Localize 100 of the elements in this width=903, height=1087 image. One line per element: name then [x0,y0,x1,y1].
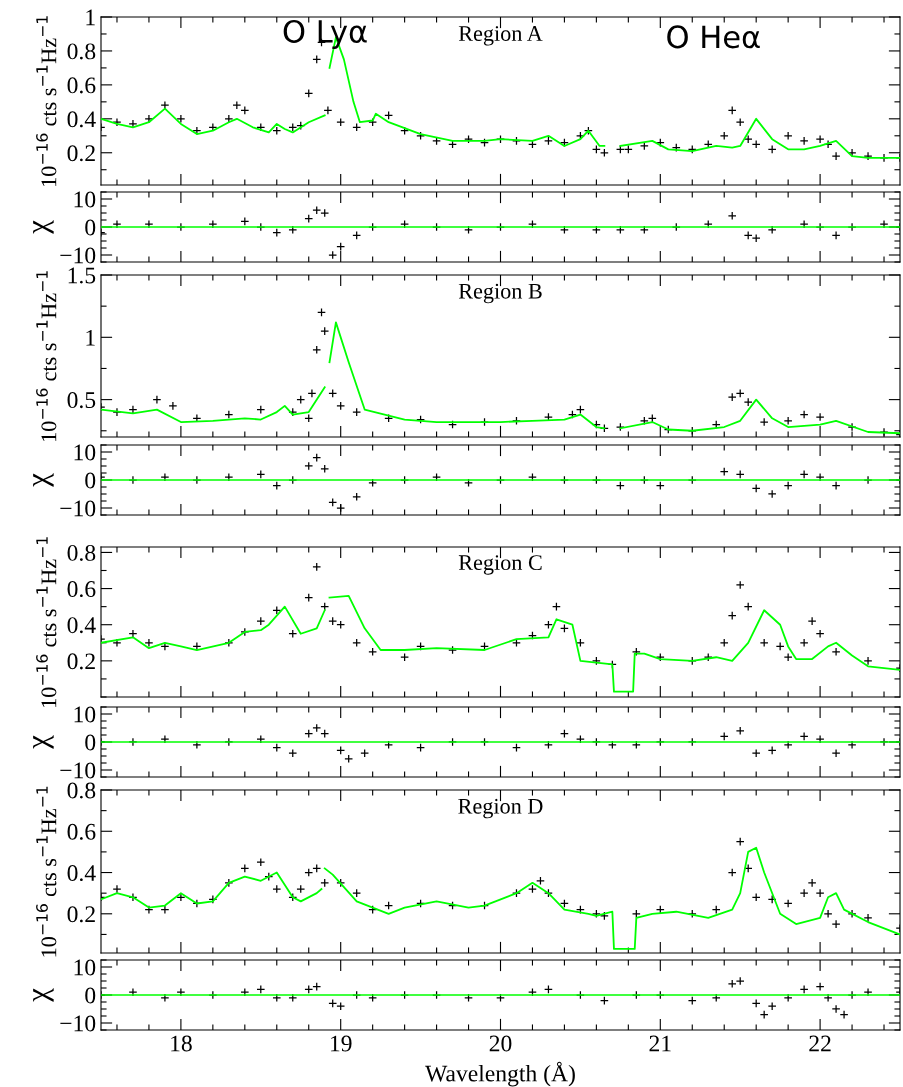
x-tick-label: 20 [489,1035,512,1052]
point [831,748,841,758]
point [160,993,170,1003]
chart-title: Region B [458,283,542,304]
point [831,230,841,240]
point [735,976,745,986]
annotation: O Lyα [283,19,367,49]
point [160,100,170,110]
y-tick-label: 0 [85,219,96,236]
y-axis-title: χ [33,988,54,1002]
y-tick-label: 0.4 [67,617,96,634]
point [160,472,170,482]
x-axis-title: Wavelength (Å) [425,1061,575,1087]
y-tick-label: 0.8 [67,782,96,799]
y-tick-label: 0.6 [67,77,96,94]
point [144,638,154,648]
y-tick-label: 10 [74,191,96,208]
point [831,481,841,491]
annotation: O Heα [667,25,760,49]
point [192,641,202,651]
x-tick-label: 22 [809,1035,831,1052]
point [160,734,170,744]
x-tick-label: 18 [171,1035,192,1052]
y-tick-label: 1.5 [68,267,96,284]
point [128,987,138,997]
y-tick-label: −10 [60,247,96,264]
y-tick-label: 10 [74,706,96,723]
point [799,638,809,648]
chart-title: Region A [458,26,543,46]
point [528,884,537,894]
point [839,1010,849,1020]
y-tick-label: 0.4 [67,111,96,128]
point [320,208,330,218]
point [759,417,769,427]
point [328,250,338,260]
point [336,503,346,513]
point [823,993,833,1003]
point [831,647,841,657]
point [112,638,122,648]
y-tick-label: −10 [60,500,96,517]
y-tick-label: 0.4 [67,865,96,882]
point [831,151,841,161]
point [799,219,809,229]
y-axis-title: 10$^{−16}$ cts s$^{−1}$Hz$^{−1}$ [36,537,57,707]
point [815,412,825,422]
point [192,126,202,136]
point [831,1004,841,1014]
y-axis-title: χ [33,473,54,487]
point [863,151,873,161]
point [847,740,857,750]
point [176,987,186,997]
point [823,909,833,919]
y-tick-label: 0.5 [67,392,96,409]
point [799,136,809,146]
point [799,469,809,479]
y-tick-label: 1 [86,329,95,346]
point [799,410,809,419]
point [815,888,825,898]
point [799,984,809,994]
point [304,461,314,471]
y-axis-title: 10$^{−16}$ cts s$^{−1}$Hz$^{−1}$ [36,786,57,957]
chart-title: Region C [458,555,542,575]
point [815,134,825,144]
point [160,905,170,915]
point [815,982,825,992]
point [743,397,753,407]
y-tick-label: 0.2 [67,145,95,162]
y-tick-label: 0.8 [67,43,96,60]
point [323,105,333,115]
point [767,489,777,499]
point [863,987,873,997]
point [879,219,889,229]
point [256,616,266,626]
y-tick-label: 0.6 [67,581,96,598]
y-tick-label: 10 [74,444,96,461]
point [807,878,817,888]
point [112,884,122,894]
y-axis-title: 10$^{−16}$ cts s$^{−1}$Hz$^{−1}$ [36,16,57,186]
point [152,395,162,405]
y-tick-label: 0.2 [67,653,95,670]
x-tick-label: 19 [330,1035,352,1052]
point [727,392,737,402]
y-tick-label: 0 [85,987,96,1004]
point [312,723,322,733]
y-tick-label: −10 [60,1015,96,1032]
point [272,884,282,894]
point [312,562,322,572]
point [799,888,809,898]
y-tick-label: 1 [86,9,95,26]
y-tick-label: 0.6 [67,823,96,840]
y-tick-label: 10 [74,959,96,976]
y-tick-label: 0 [85,734,96,751]
point [863,656,873,666]
point [192,740,202,750]
y-tick-label: 0.8 [67,544,96,561]
point [847,422,857,432]
point [296,884,306,894]
point [320,326,330,336]
y-axis-title: χ [33,735,54,749]
point [831,919,841,929]
